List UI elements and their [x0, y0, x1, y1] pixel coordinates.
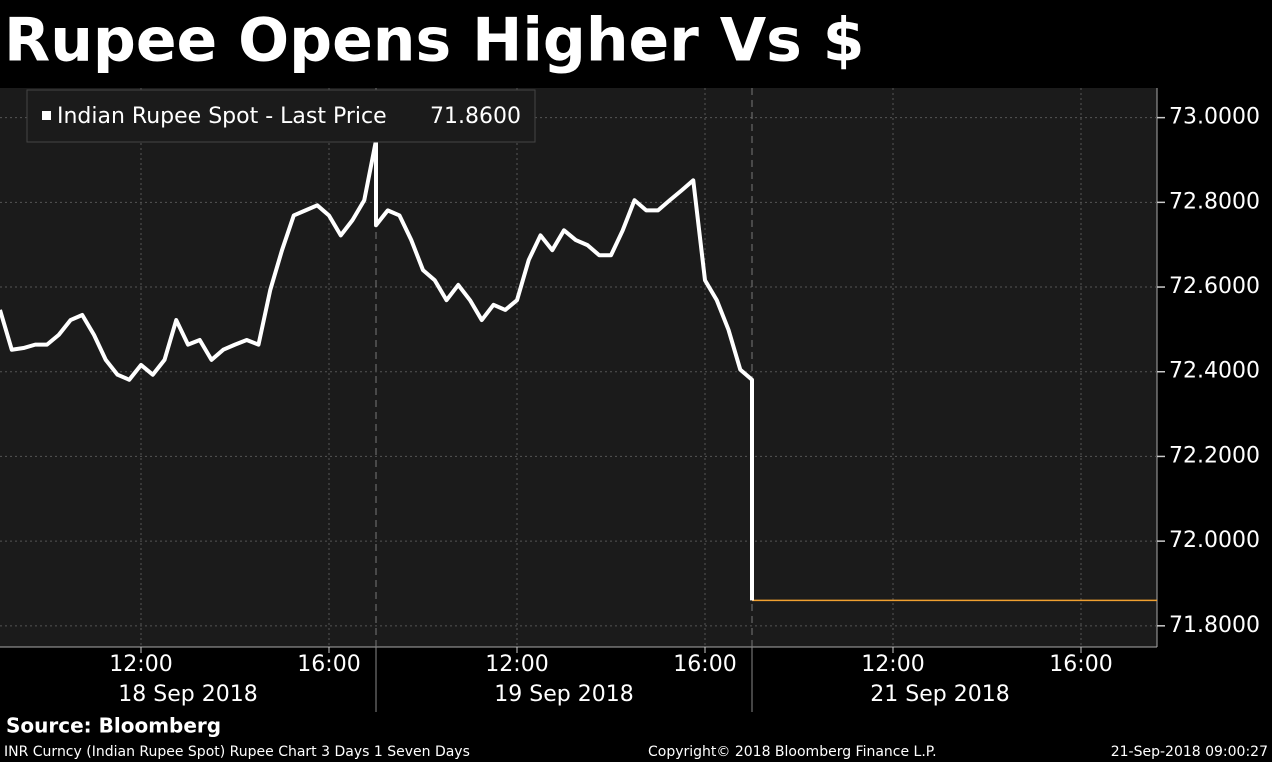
date-label: 18 Sep 2018 [118, 682, 257, 707]
date-label: 21 Sep 2018 [870, 682, 1009, 707]
plot-area [0, 88, 1157, 647]
y-tick-label: 71.8000 [1169, 613, 1260, 638]
legend-label: Indian Rupee Spot - Last Price [57, 104, 387, 129]
source-bar [0, 712, 1272, 740]
y-tick-label: 72.0000 [1169, 528, 1260, 553]
timestamp: 21-Sep-2018 09:00:27 [1111, 744, 1268, 760]
copyright: Copyright© 2018 Bloomberg Finance L.P. [648, 744, 937, 760]
y-tick-label: 72.2000 [1169, 443, 1260, 468]
plot: 71.8000 72.0000 72.2000 72.4000 72.6000 72.80… [0, 88, 1260, 712]
price-line [0, 138, 754, 601]
legend-swatch [42, 111, 51, 120]
description: INR Curncy (Indian Rupee Spot) Rupee Cha… [4, 744, 470, 760]
y-tick-label: 73.0000 [1169, 105, 1260, 130]
source: Source: Bloomberg [6, 714, 221, 738]
y-tick-label: 72.6000 [1169, 274, 1260, 299]
x-tick-label: 12:00 [109, 652, 172, 677]
x-tick-label: 16:00 [1049, 652, 1112, 677]
x-tick-label: 16:00 [673, 652, 736, 677]
legend-box [26, 89, 536, 143]
y-tick-label: 72.4000 [1169, 359, 1260, 384]
x-tick-label: 12:00 [861, 652, 924, 677]
x-tick-label: 16:00 [297, 652, 360, 677]
chart-title: Rupee Opens Higher Vs $ [4, 6, 865, 76]
legend-last-price: 71.8600 [430, 104, 521, 129]
date-label: 19 Sep 2018 [494, 682, 633, 707]
x-tick-label: 12:00 [485, 652, 548, 677]
y-tick-label: 72.8000 [1169, 189, 1260, 214]
